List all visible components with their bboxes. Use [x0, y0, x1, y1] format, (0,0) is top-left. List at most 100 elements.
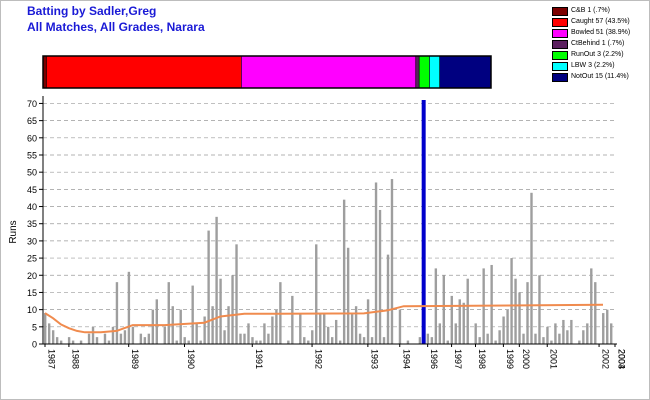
- runs-bar: [167, 282, 170, 344]
- runs-bar: [594, 282, 597, 344]
- legend-label: LBW 3 (2.2%): [571, 62, 615, 69]
- runs-bar: [55, 337, 59, 344]
- runs-bar: [187, 340, 190, 344]
- legend-item: Caught 57 (43.5%): [552, 17, 648, 27]
- runs-bar: [342, 199, 346, 344]
- runs-bar: [554, 323, 557, 344]
- runs-bar: [506, 309, 509, 344]
- runs-bar: [95, 337, 99, 344]
- runs-bar: [111, 326, 115, 344]
- x-tick-label: 2003: [617, 349, 627, 369]
- dismissal-segment: [418, 55, 430, 89]
- runs-bar: [386, 254, 390, 344]
- runs-bar: [518, 292, 521, 344]
- runs-bar: [334, 319, 338, 344]
- runs-bar: [458, 299, 461, 344]
- runs-bar: [183, 337, 186, 344]
- chart-subtitle: All Matches, All Grades, Narara: [27, 20, 205, 34]
- legend-swatch: [552, 7, 568, 16]
- x-tick-label: 2000: [521, 349, 531, 369]
- y-tick-label: 70: [27, 99, 37, 109]
- runs-bar: [494, 340, 497, 344]
- runs-bar: [191, 285, 194, 344]
- x-tick-label: 2004: [617, 349, 627, 369]
- runs-bar: [231, 275, 234, 344]
- runs-bar: [490, 264, 493, 344]
- runs-bar: [478, 337, 481, 344]
- runs-bar: [263, 323, 266, 344]
- runs-bar: [438, 323, 442, 344]
- runs-bar: [606, 309, 609, 344]
- runs-bar: [131, 326, 135, 344]
- legend-swatch: [552, 29, 568, 38]
- runs-bar: [538, 275, 541, 344]
- runs-bar: [330, 337, 334, 344]
- legend-swatch: [552, 18, 568, 27]
- runs-bar: [251, 337, 254, 344]
- runs-bar: [243, 333, 246, 344]
- runs-bar: [398, 309, 402, 344]
- runs-bar: [211, 306, 214, 344]
- runs-bar: [327, 326, 330, 344]
- average-line: [44, 303, 604, 334]
- runs-bar: [51, 330, 55, 344]
- runs-bar: [370, 337, 374, 344]
- y-tick-label: 0: [32, 340, 37, 350]
- runs-bar: [418, 337, 422, 344]
- y-axis-ticks: 0 5 10 15 20 25 30 35 40 45 50 55 60 65 70: [27, 99, 43, 350]
- runs-bar: [255, 340, 258, 344]
- runs-bar: [79, 340, 83, 344]
- y-tick-label: 55: [27, 150, 37, 160]
- runs-bar: [59, 340, 63, 344]
- runs-bar: [291, 295, 294, 344]
- runs-bar: [442, 275, 445, 344]
- legend-item: Bowled 51 (38.9%): [552, 28, 648, 38]
- runs-bar: [426, 333, 430, 344]
- legend-item: NotOut 15 (11.4%): [552, 72, 648, 82]
- runs-bar: [582, 330, 585, 344]
- legend-label: RunOut 3 (2.2%): [571, 51, 624, 58]
- legend-item: CtBehind 1 (.7%): [552, 39, 648, 49]
- runs-bar: [346, 247, 350, 344]
- runs-bar: [454, 323, 457, 344]
- runs-bar: [107, 340, 111, 344]
- runs-bar: [275, 309, 278, 344]
- runs-bars: [43, 100, 613, 344]
- runs-bar: [610, 323, 613, 344]
- runs-bar: [390, 179, 394, 344]
- runs-bar: [123, 330, 127, 344]
- runs-bar: [143, 337, 147, 344]
- runs-bar: [71, 340, 75, 344]
- x-tick-label: 1991: [254, 349, 264, 369]
- runs-bar: [358, 333, 362, 344]
- x-tick-label: 1988: [70, 349, 80, 369]
- x-axis-ticks: 1987 1988 1989 1990 1991 1992 1993 1994 1996 1997…: [44, 344, 627, 369]
- y-tick-label: 60: [27, 133, 37, 143]
- runs-bar: [175, 340, 178, 344]
- legend-label: Caught 57 (43.5%): [571, 18, 630, 25]
- runs-bar: [195, 323, 198, 344]
- runs-bar: [43, 313, 47, 344]
- runs-bar: [498, 330, 501, 344]
- y-tick-label: 45: [27, 185, 37, 195]
- runs-bar: [207, 230, 210, 344]
- runs-bar: [366, 299, 370, 344]
- runs-bar: [562, 319, 565, 344]
- runs-bar: [338, 340, 342, 344]
- legend-label: Bowled 51 (38.9%): [571, 29, 631, 36]
- runs-bar: [530, 192, 533, 344]
- runs-bar: [119, 333, 123, 344]
- runs-bar: [199, 340, 202, 344]
- runs-bar: [271, 316, 274, 344]
- runs-bar: [239, 333, 242, 344]
- runs-bar: [307, 340, 310, 344]
- x-tick-label: 1999: [505, 349, 515, 369]
- legend: C&B 1 (.7%) Caught 57 (43.5%) Bowled 51 …: [552, 6, 648, 83]
- runs-bar: [354, 306, 358, 344]
- y-tick-label: 50: [27, 168, 37, 178]
- x-tick-label: 1990: [186, 349, 196, 369]
- runs-bar: [219, 278, 222, 344]
- runs-bar: [462, 302, 465, 344]
- x-tick-label: 1998: [477, 349, 487, 369]
- runs-bar: [602, 313, 605, 344]
